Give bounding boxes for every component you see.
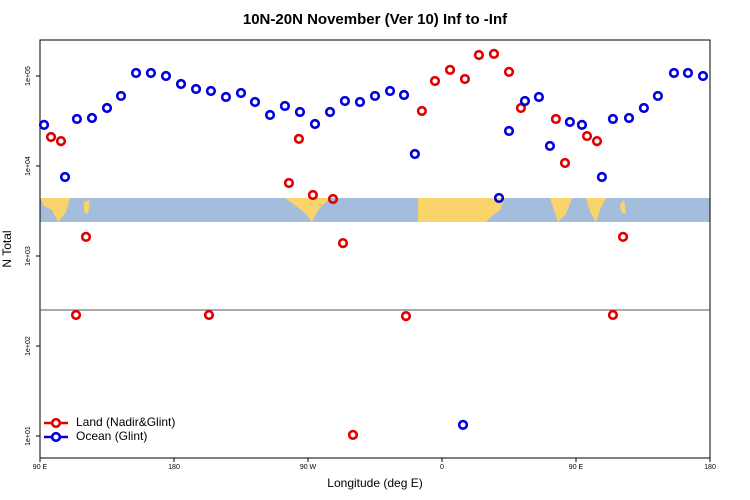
point bbox=[493, 192, 505, 204]
x-tick-label: 180 bbox=[704, 464, 716, 471]
point bbox=[309, 118, 321, 130]
legend-label: Land (Nadir&Glint) bbox=[76, 415, 175, 429]
x-tick-label: 90 W bbox=[300, 464, 317, 471]
x-tick-label: 180 bbox=[168, 464, 180, 471]
point bbox=[283, 177, 295, 189]
point bbox=[591, 136, 603, 147]
point bbox=[607, 113, 619, 125]
point bbox=[45, 131, 57, 143]
land bbox=[586, 198, 606, 222]
point bbox=[515, 102, 527, 114]
point bbox=[347, 429, 359, 440]
point bbox=[533, 91, 545, 103]
point bbox=[203, 309, 215, 321]
point bbox=[617, 231, 629, 243]
plot-frame bbox=[39, 39, 711, 459]
point bbox=[279, 100, 291, 112]
point bbox=[638, 102, 649, 114]
point bbox=[652, 90, 663, 102]
point bbox=[264, 109, 276, 121]
point bbox=[409, 148, 421, 160]
point bbox=[339, 95, 351, 107]
map-band bbox=[40, 198, 710, 222]
y-tick-label: 1e+05 bbox=[25, 66, 32, 86]
point bbox=[416, 105, 428, 117]
y-tick-label: 1e+03 bbox=[25, 246, 32, 266]
point bbox=[86, 112, 98, 124]
y-tick-label: 1e+02 bbox=[25, 336, 32, 356]
land bbox=[84, 200, 90, 214]
y-tick-label: 1e+01 bbox=[25, 426, 32, 446]
point bbox=[503, 66, 515, 77]
legend-marker bbox=[50, 417, 62, 429]
point bbox=[550, 113, 562, 125]
land bbox=[285, 198, 330, 222]
point bbox=[59, 171, 71, 183]
point bbox=[668, 67, 680, 79]
land bbox=[40, 198, 70, 222]
point bbox=[457, 419, 469, 430]
point bbox=[581, 130, 593, 142]
point bbox=[101, 102, 113, 114]
point bbox=[429, 75, 441, 87]
point bbox=[369, 90, 381, 102]
point bbox=[697, 70, 709, 82]
point bbox=[384, 85, 396, 97]
land bbox=[550, 198, 572, 222]
legend-label: Ocean (Glint) bbox=[76, 429, 147, 443]
point bbox=[175, 78, 187, 90]
point bbox=[473, 49, 485, 61]
point bbox=[145, 67, 157, 79]
point bbox=[488, 48, 500, 59]
land bbox=[418, 198, 505, 222]
point bbox=[324, 106, 336, 118]
x-axis-label: Longitude (deg E) bbox=[327, 476, 422, 490]
x-tick-label: 90 E bbox=[33, 464, 48, 471]
point bbox=[519, 95, 531, 107]
point bbox=[682, 67, 694, 79]
point bbox=[190, 83, 202, 95]
point bbox=[235, 87, 247, 99]
point bbox=[307, 189, 319, 201]
y-axis-label: N Total bbox=[0, 230, 14, 267]
legend-marker bbox=[50, 431, 62, 443]
point bbox=[337, 238, 349, 249]
point bbox=[398, 89, 410, 101]
point bbox=[623, 112, 635, 124]
point bbox=[444, 64, 456, 75]
point bbox=[607, 309, 619, 321]
x-tick-label: 90 E bbox=[569, 464, 584, 471]
point bbox=[596, 171, 608, 183]
chart-title: 10N-20N November (Ver 10) Inf to -Inf bbox=[243, 11, 508, 28]
point bbox=[71, 113, 83, 125]
point bbox=[249, 96, 261, 108]
point bbox=[576, 119, 588, 131]
point bbox=[503, 125, 515, 137]
point bbox=[293, 133, 305, 144]
point bbox=[130, 67, 142, 79]
y-tick-label: 1e+04 bbox=[25, 156, 32, 176]
land bbox=[620, 200, 626, 214]
point bbox=[327, 193, 339, 205]
point bbox=[459, 73, 471, 85]
point bbox=[115, 90, 127, 102]
point bbox=[400, 310, 412, 322]
ocean-band bbox=[40, 198, 710, 222]
point bbox=[38, 119, 50, 131]
point bbox=[55, 136, 67, 147]
point bbox=[160, 70, 172, 82]
point bbox=[294, 106, 306, 118]
point bbox=[80, 231, 92, 243]
point bbox=[70, 309, 82, 321]
point bbox=[544, 140, 556, 152]
point bbox=[564, 116, 575, 128]
point bbox=[354, 96, 366, 108]
point bbox=[220, 91, 232, 103]
point bbox=[559, 157, 571, 169]
x-tick-label: 0 bbox=[440, 464, 444, 471]
point bbox=[205, 85, 217, 97]
